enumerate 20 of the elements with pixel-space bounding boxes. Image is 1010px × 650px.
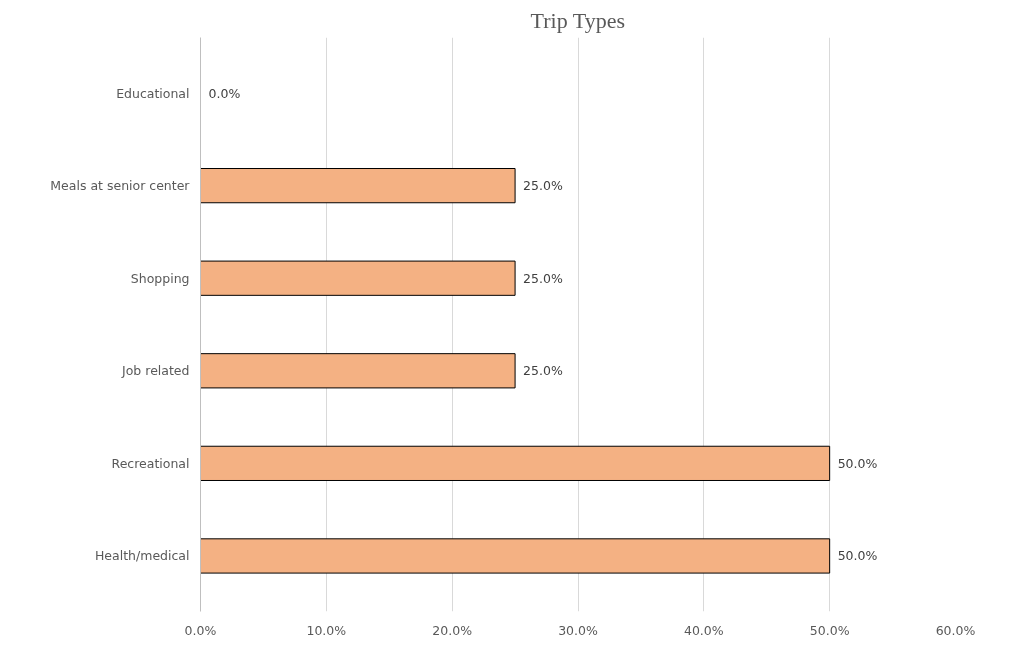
- x-tick-label: 40.0%: [683, 622, 724, 638]
- data-label: 50.0%: [837, 455, 878, 471]
- x-tick-label: 60.0%: [935, 622, 976, 638]
- data-label: 0.0%: [208, 85, 241, 101]
- x-tick-label: 50.0%: [809, 622, 850, 638]
- x-tick-label: 10.0%: [306, 622, 347, 638]
- y-tick-label: Recreational: [111, 455, 190, 471]
- data-label: 25.0%: [523, 178, 563, 194]
- y-tick-label: Job related: [121, 363, 190, 379]
- x-tick-label: 20.0%: [432, 622, 473, 638]
- data-label: 25.0%: [523, 270, 563, 286]
- x-tick-label: 30.0%: [558, 622, 598, 638]
- y-tick-label: Health/medical: [94, 548, 190, 564]
- chart-title: Trip Types: [530, 7, 626, 33]
- data-label: 50.0%: [837, 548, 878, 564]
- x-tick-label: 0.0%: [184, 622, 217, 638]
- y-tick-label: Shopping: [130, 270, 190, 286]
- y-tick-label: Meals at senior center: [50, 178, 191, 194]
- data-label: 25.0%: [523, 363, 563, 379]
- y-tick-label: Educational: [116, 85, 190, 101]
